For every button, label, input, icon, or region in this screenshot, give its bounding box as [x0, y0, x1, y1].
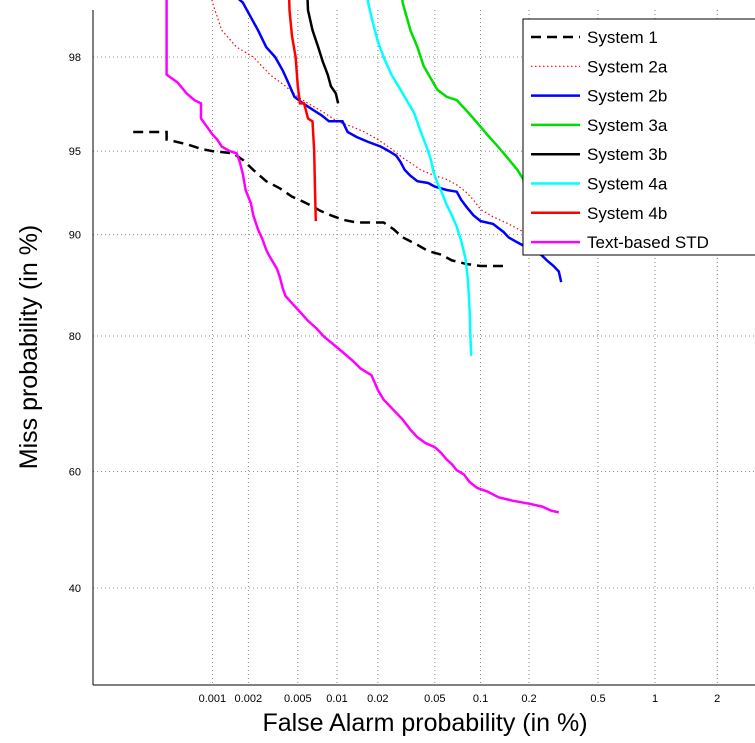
series-line-system-3b [306, 0, 340, 104]
x-tick-label: 0.005 [284, 693, 312, 705]
x-tick-label: 0.1 [473, 693, 488, 705]
x-tick-label: 0.001 [199, 693, 227, 705]
x-tick-label: 0.5 [590, 693, 605, 705]
legend-label: System 4a [587, 175, 668, 194]
series-line-system-3a [401, 0, 527, 199]
y-tick-label: 98 [69, 52, 81, 64]
series-line-system-4a [366, 0, 473, 356]
legend: System 1 System 2a System 2b System 3a Syste… [522, 18, 755, 256]
y-axis-title: Miss probability (in %) [15, 225, 43, 470]
y-tick-label: 95 [69, 146, 81, 158]
legend-label: System 1 [587, 28, 658, 47]
y-tick-label: 40 [69, 583, 81, 595]
series-lines [133, 0, 563, 514]
x-tick-label: 0.02 [367, 693, 388, 705]
legend-label: System 3a [587, 116, 668, 135]
series-line-system-2b [237, 0, 563, 283]
series-line-system-2a [211, 0, 530, 237]
legend-label: System 4b [587, 204, 667, 223]
legend-label: Text-based STD [587, 233, 709, 252]
legend-label: System 2b [587, 87, 667, 106]
x-tick-labels: 0.001 0.002 0.005 0.01 0.02 0.05 0.1 0.2 0.5 1 2 [199, 693, 721, 705]
x-tick-label: 0.2 [521, 693, 536, 705]
x-axis-title: False Alarm probability (in %) [262, 709, 587, 737]
y-tick-label: 90 [69, 230, 81, 242]
legend-label: System 3b [587, 145, 667, 164]
x-tick-label: 0.05 [424, 693, 445, 705]
series-line-system-1 [133, 130, 504, 268]
y-tick-label: 80 [69, 331, 81, 343]
series-line-text-based-std [165, 0, 560, 514]
x-tick-label: 0.01 [326, 693, 347, 705]
x-tick-label: 2 [714, 693, 720, 705]
y-tick-label: 60 [69, 466, 81, 478]
x-tick-label: 1 [652, 693, 658, 705]
y-tick-labels: 40 60 80 90 95 98 [69, 52, 81, 595]
x-tick-label: 0.002 [235, 693, 263, 705]
series-line-system-4b [287, 0, 318, 222]
legend-box [522, 18, 755, 256]
legend-label: System 2a [587, 57, 668, 76]
